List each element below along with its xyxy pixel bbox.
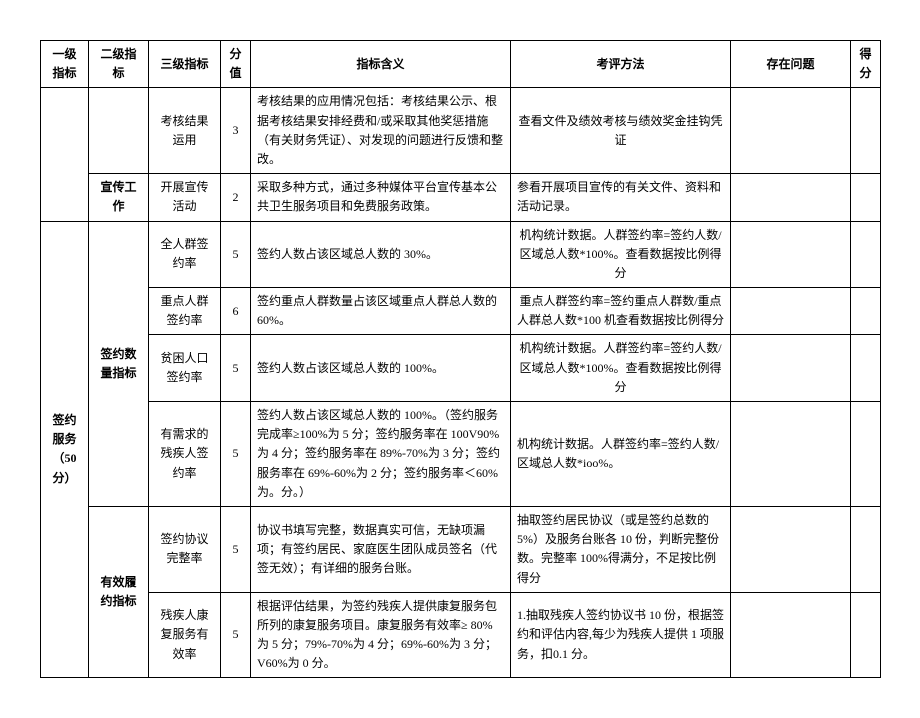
table-row: 贫困人口签约率 5 签约人数占该区域总人数的 100%。 机构统计数据。人群签约… [41, 335, 881, 402]
cell-issue [731, 88, 851, 174]
cell-issue [731, 335, 851, 402]
cell-got [851, 402, 881, 507]
header-method: 考评方法 [511, 41, 731, 88]
table-row: 重点人群签约率 6 签约重点人群数量占该区域重点人群总人数的 60%。 重点人群… [41, 288, 881, 335]
cell-meaning: 签约人数占该区域总人数的 100%。（签约服务完成率≥100%为 5 分；签约服… [251, 402, 511, 507]
cell-l2: 签约数量指标 [89, 221, 149, 506]
cell-got [851, 288, 881, 335]
header-issue: 存在问题 [731, 41, 851, 88]
cell-got [851, 88, 881, 174]
cell-score: 5 [221, 221, 251, 288]
table-row: 有需求的残疾人签约率 5 签约人数占该区域总人数的 100%。（签约服务完成率≥… [41, 402, 881, 507]
header-meaning: 指标含义 [251, 41, 511, 88]
cell-meaning: 签约重点人群数量占该区域重点人群总人数的 60%。 [251, 288, 511, 335]
cell-meaning: 采取多种方式，通过多种媒体平台宣传基本公共卫生服务项目和免费服务政策。 [251, 174, 511, 221]
cell-meaning: 签约人数占该区域总人数的 100%。 [251, 335, 511, 402]
header-got: 得分 [851, 41, 881, 88]
cell-score: 5 [221, 592, 251, 678]
cell-score: 5 [221, 506, 251, 592]
table-row: 残疾人康复服务有效率 5 根据评估结果，为签约残疾人提供康复服务包所列的康复服务… [41, 592, 881, 678]
cell-method: 机构统计数据。人群签约率=签约人数/区域总人数*100%。查看数据按比例得分 [511, 335, 731, 402]
cell-l3: 全人群签约率 [149, 221, 221, 288]
cell-score: 3 [221, 88, 251, 174]
header-level1: 一级指标 [41, 41, 89, 88]
header-score: 分值 [221, 41, 251, 88]
cell-method: 查看文件及绩效考核与绩效奖金挂钩凭证 [511, 88, 731, 174]
cell-issue [731, 221, 851, 288]
table-row: 签约服务（50分） 签约数量指标 全人群签约率 5 签约人数占该区域总人数的 3… [41, 221, 881, 288]
header-level3: 三级指标 [149, 41, 221, 88]
cell-l3: 考核结果运用 [149, 88, 221, 174]
cell-l3: 开展宣传活动 [149, 174, 221, 221]
cell-method: 机构统计数据。人群签约率=签约人数/区域总人数*100%。查看数据按比例得分 [511, 221, 731, 288]
cell-meaning: 签约人数占该区域总人数的 30%。 [251, 221, 511, 288]
cell-l2: 宣传工作 [89, 174, 149, 221]
cell-got [851, 506, 881, 592]
cell-issue [731, 592, 851, 678]
cell-score: 5 [221, 335, 251, 402]
cell-issue [731, 506, 851, 592]
cell-l2 [89, 88, 149, 174]
cell-meaning: 考核结果的应用情况包括：考核结果公示、根据考核结果安排经费和/或采取其他奖惩措施… [251, 88, 511, 174]
cell-got [851, 174, 881, 221]
table-row: 考核结果运用 3 考核结果的应用情况包括：考核结果公示、根据考核结果安排经费和/… [41, 88, 881, 174]
cell-issue [731, 174, 851, 221]
cell-l3: 残疾人康复服务有效率 [149, 592, 221, 678]
cell-method: 机构统计数据。人群签约率=签约人数/区域总人数*ioo%。 [511, 402, 731, 507]
cell-meaning: 根据评估结果，为签约残疾人提供康复服务包所列的康复服务项目。康复服务有效率≥ 8… [251, 592, 511, 678]
header-level2: 二级指标 [89, 41, 149, 88]
cell-l2: 有效履约指标 [89, 506, 149, 678]
cell-score: 6 [221, 288, 251, 335]
cell-method: 重点人群签约率=签约重点人群数/重点人群总人数*100 机查看数据按比例得分 [511, 288, 731, 335]
cell-issue [731, 288, 851, 335]
cell-meaning: 协议书填写完整，数据真实可信，无缺项漏项；有签约居民、家庭医生团队成员签名（代签… [251, 506, 511, 592]
table-row: 宣传工作 开展宣传活动 2 采取多种方式，通过多种媒体平台宣传基本公共卫生服务项… [41, 174, 881, 221]
cell-method: 抽取签约居民协议（或是签约总数的5%）及服务台账各 10 份，判断完整份数。完整… [511, 506, 731, 592]
cell-score: 2 [221, 174, 251, 221]
table-row: 有效履约指标 签约协议完整率 5 协议书填写完整，数据真实可信，无缺项漏项；有签… [41, 506, 881, 592]
cell-l3: 有需求的残疾人签约率 [149, 402, 221, 507]
cell-got [851, 221, 881, 288]
cell-method: 1.抽取残疾人签约协议书 10 份，根据签约和评估内容,每少为残疾人提供 1 项… [511, 592, 731, 678]
cell-got [851, 592, 881, 678]
cell-method: 参看开展项目宣传的有关文件、资料和活动记录。 [511, 174, 731, 221]
cell-l3: 贫困人口签约率 [149, 335, 221, 402]
cell-l1 [41, 88, 89, 221]
cell-score: 5 [221, 402, 251, 507]
cell-l3: 签约协议完整率 [149, 506, 221, 592]
cell-l1: 签约服务（50分） [41, 221, 89, 678]
cell-issue [731, 402, 851, 507]
cell-got [851, 335, 881, 402]
cell-l3: 重点人群签约率 [149, 288, 221, 335]
